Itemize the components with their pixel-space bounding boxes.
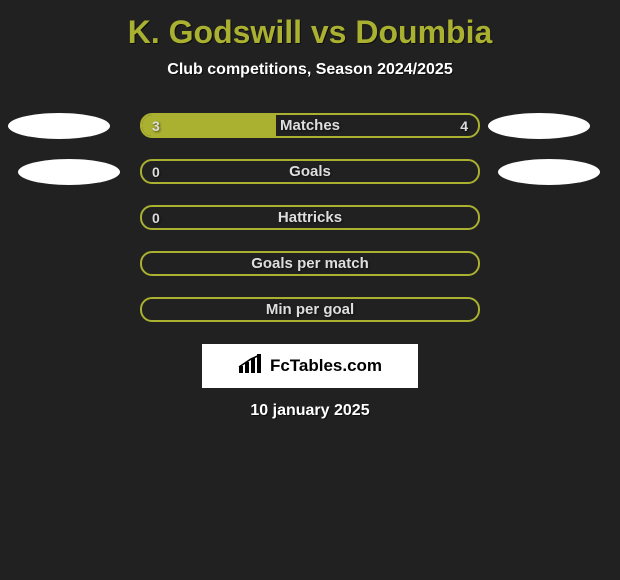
page-title: K. Godswill vs Doumbia (128, 14, 493, 51)
bar-track: 0 Hattricks (140, 205, 480, 230)
stat-label: Goals (142, 161, 478, 182)
left-ellipse (18, 159, 120, 185)
stat-row-min-per-goal: Min per goal (0, 297, 620, 322)
logo-box: FcTables.com (202, 344, 418, 388)
bar-track: 0 Goals (140, 159, 480, 184)
stat-value-left: 0 (152, 161, 160, 182)
stat-row-goals-per-match: Goals per match (0, 251, 620, 276)
stat-label: Hattricks (142, 207, 478, 228)
bar-fill-left (142, 115, 276, 136)
stat-rows: 3 Matches 4 0 Goals 0 Hattricks (0, 113, 620, 322)
right-ellipse (498, 159, 600, 185)
bar-track: Min per goal (140, 297, 480, 322)
page-subtitle: Club competitions, Season 2024/2025 (167, 61, 452, 79)
logo-chart-icon (238, 354, 264, 379)
stat-row-goals: 0 Goals (0, 159, 620, 184)
left-ellipse (8, 113, 110, 139)
stat-value-left: 3 (152, 115, 160, 136)
stat-value-left: 0 (152, 207, 160, 228)
logo-text: FcTables.com (270, 356, 382, 376)
stat-value-right: 4 (460, 115, 468, 136)
stat-label: Goals per match (142, 253, 478, 274)
stat-row-hattricks: 0 Hattricks (0, 205, 620, 230)
bar-track: Goals per match (140, 251, 480, 276)
stat-row-matches: 3 Matches 4 (0, 113, 620, 138)
stat-label: Min per goal (142, 299, 478, 320)
bar-track: 3 Matches 4 (140, 113, 480, 138)
date-label: 10 january 2025 (250, 402, 369, 420)
right-ellipse (488, 113, 590, 139)
